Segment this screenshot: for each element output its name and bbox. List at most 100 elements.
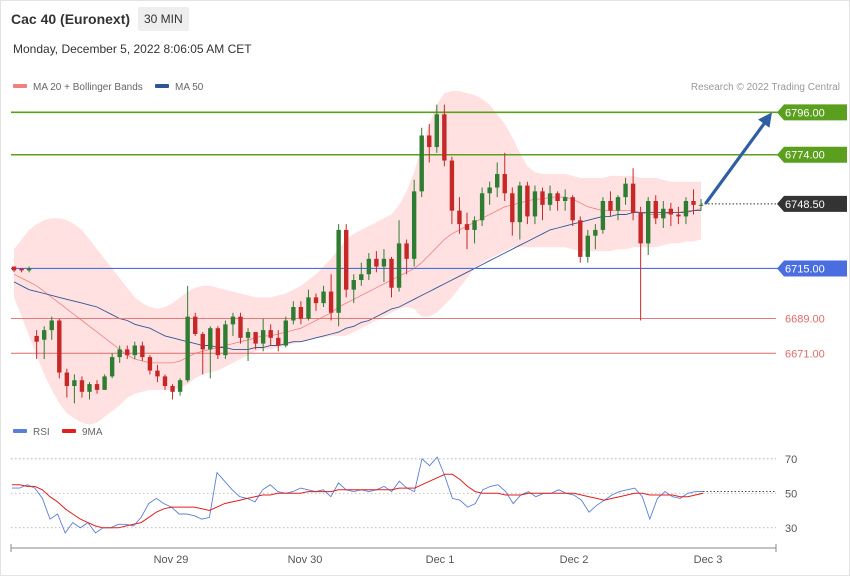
rsi-9ma-line <box>12 473 704 529</box>
candle-body <box>442 114 447 161</box>
candle-body <box>623 183 628 198</box>
ma20-line <box>13 196 702 364</box>
price-level-labels: 6796.00 6774.00 6748.50 6715.00 6689.00 6671.… <box>777 104 847 360</box>
candle-body <box>223 324 228 356</box>
candle <box>547 185 553 211</box>
candle <box>495 162 500 198</box>
candle-body <box>495 174 500 188</box>
x-tick-label: Dec 2 <box>560 554 589 566</box>
candle <box>298 301 304 325</box>
candle-body <box>19 268 24 271</box>
candle <box>555 191 560 211</box>
candle <box>472 216 477 244</box>
candle <box>562 189 568 211</box>
candle <box>193 312 198 336</box>
candle-body <box>449 160 455 211</box>
candle-body <box>570 197 575 221</box>
candle <box>532 185 538 225</box>
candles <box>11 104 704 404</box>
candle-body <box>517 185 523 223</box>
candle-body <box>525 185 530 217</box>
candle-body <box>253 332 258 344</box>
chart-header: Cac 40 (Euronext) 30 MIN <box>0 0 850 36</box>
candle-body <box>359 274 364 281</box>
forecast-arrow <box>704 112 772 205</box>
x-tick-label: Nov 30 <box>288 554 323 566</box>
candle-body <box>177 380 183 392</box>
candle-body <box>328 291 334 313</box>
candle <box>94 380 100 394</box>
candle <box>381 249 387 282</box>
candle-body <box>578 220 583 257</box>
candle-body <box>200 333 205 350</box>
candle-body <box>155 370 160 377</box>
arrow-head <box>758 112 772 128</box>
candle <box>366 253 372 281</box>
candle-body <box>532 191 538 217</box>
instrument-title: Cac 40 (Euronext) <box>11 11 131 27</box>
interval-selector[interactable]: 30 MIN <box>138 7 189 31</box>
candle-body <box>585 235 590 257</box>
price-legend: MA 20 + Bollinger Bands MA 50 Research ©… <box>13 82 840 93</box>
rsi-tick-label: 70 <box>785 454 797 466</box>
candle <box>283 316 288 348</box>
x-tick-label: Dec 3 <box>694 554 723 566</box>
candle <box>26 266 32 273</box>
candle <box>336 224 341 327</box>
candle <box>125 345 130 360</box>
candle <box>313 293 319 311</box>
candle <box>359 262 364 286</box>
candle-body <box>11 266 17 271</box>
candle <box>646 197 651 255</box>
candle <box>374 251 379 273</box>
candle <box>147 355 153 375</box>
candle <box>449 156 455 225</box>
candle <box>253 332 258 350</box>
candle <box>102 374 107 390</box>
candle <box>87 382 92 400</box>
candle-body <box>608 201 613 211</box>
candle-body <box>419 135 424 192</box>
bollinger-bands <box>13 91 702 425</box>
candle-body <box>34 335 39 342</box>
candle <box>517 181 523 240</box>
candle <box>291 301 296 325</box>
candle-body <box>87 384 92 392</box>
candle <box>525 181 530 225</box>
candle <box>177 378 183 396</box>
candle <box>79 376 85 398</box>
rsi-panel: 70 50 30 <box>11 454 797 535</box>
candle-body <box>336 229 341 313</box>
candle <box>351 274 356 304</box>
candle-body <box>615 197 621 211</box>
candle <box>638 206 643 321</box>
candle <box>653 195 658 225</box>
candle-body <box>502 174 507 194</box>
candle <box>683 197 689 225</box>
candle-body <box>389 258 394 288</box>
candle <box>19 268 24 273</box>
candle <box>623 177 628 205</box>
candle <box>578 216 583 263</box>
rsi-tick-label: 50 <box>785 488 797 500</box>
candle-body <box>260 330 266 344</box>
candle-body <box>366 258 372 275</box>
candle <box>698 199 704 211</box>
support-label-weak: 6689.00 <box>785 314 825 326</box>
candle <box>404 239 409 275</box>
candle-body <box>472 220 477 230</box>
candle-body <box>344 229 349 290</box>
candle <box>215 326 221 360</box>
candle <box>170 384 175 400</box>
candle-body <box>374 258 379 267</box>
candle <box>230 312 236 336</box>
legend-swatch-rsi <box>13 429 27 433</box>
candle <box>676 206 681 225</box>
candle-body <box>698 204 704 206</box>
candle-body <box>540 191 545 205</box>
rsi-line <box>12 456 703 534</box>
candle-body <box>661 208 666 219</box>
candle-body <box>94 384 100 390</box>
candle <box>140 341 145 361</box>
candle-body <box>26 268 32 271</box>
